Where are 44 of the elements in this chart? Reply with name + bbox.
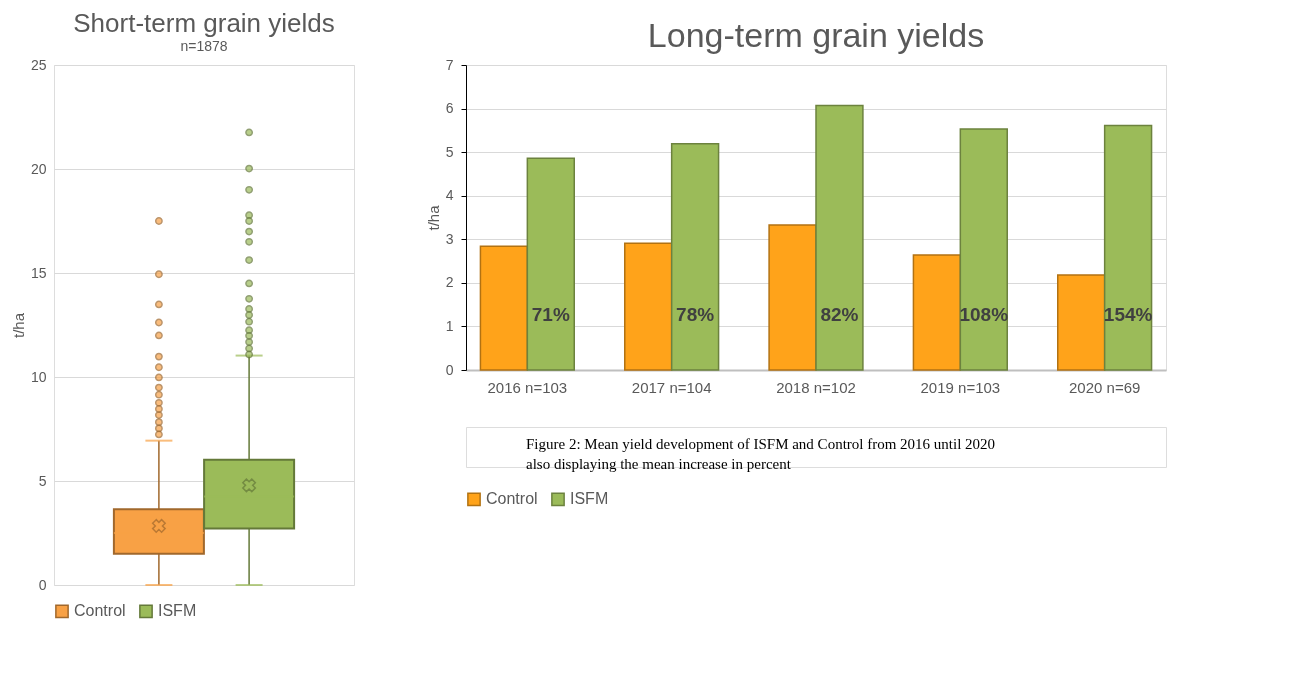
y-tick-label: 10 (30, 368, 47, 385)
annotation: 82% (820, 304, 859, 326)
bar (670, 143, 720, 371)
legend-label: Control (74, 602, 126, 620)
y-tick-label: 3 (445, 230, 454, 247)
y-tick-label: 4 (445, 187, 454, 204)
y-tick-label: 0 (38, 576, 47, 593)
y-tick-label: 25 (30, 56, 47, 73)
chart-title: Long-term grain yields (647, 16, 985, 54)
bar (1103, 124, 1153, 371)
annotation: 78% (676, 304, 715, 326)
y-tick-label: 1 (445, 317, 454, 334)
legend-label: ISFM (158, 602, 197, 620)
y-tick-label: 5 (445, 143, 454, 160)
bar (912, 254, 962, 371)
y-tick-label: 20 (30, 160, 47, 177)
y-tick-label: 0 (445, 361, 454, 378)
x-tick-label: 2016 n=103 (487, 378, 568, 396)
x-tick-label: 2020 n=69 (1069, 378, 1141, 396)
chart-title: Short-term grain yields (73, 8, 335, 38)
y-tick-label: 7 (445, 56, 454, 73)
x-tick-label: 2017 n=104 (631, 378, 712, 396)
annotation: 154% (1103, 304, 1153, 326)
y-tick-label: 15 (30, 264, 47, 281)
annotation: 108% (959, 304, 1009, 326)
bar (479, 245, 529, 371)
legend-label: ISFM (570, 490, 609, 508)
bar (1057, 274, 1106, 371)
bar (959, 128, 1008, 371)
annotation: 71% (531, 304, 570, 326)
y-tick-label: 2 (445, 274, 454, 291)
y-tick-label: 5 (38, 472, 47, 489)
y-axis-title: t/ha (424, 204, 442, 231)
bar (526, 157, 575, 371)
chart-subtitle: n=1878 (180, 38, 228, 54)
y-axis-title: t/ha (9, 312, 27, 339)
y-tick-label: 6 (445, 100, 454, 117)
bar (768, 224, 817, 371)
legend-label: Control (486, 490, 538, 508)
bar (815, 104, 864, 371)
caption: Figure 2: Mean yield development of ISFM and Control from 2016 until 2020 also displaying the mean increase in percent (526, 436, 996, 472)
x-tick-label: 2019 n=103 (920, 378, 1001, 396)
bar (624, 242, 673, 371)
x-tick-label: 2018 n=102 (776, 378, 856, 396)
